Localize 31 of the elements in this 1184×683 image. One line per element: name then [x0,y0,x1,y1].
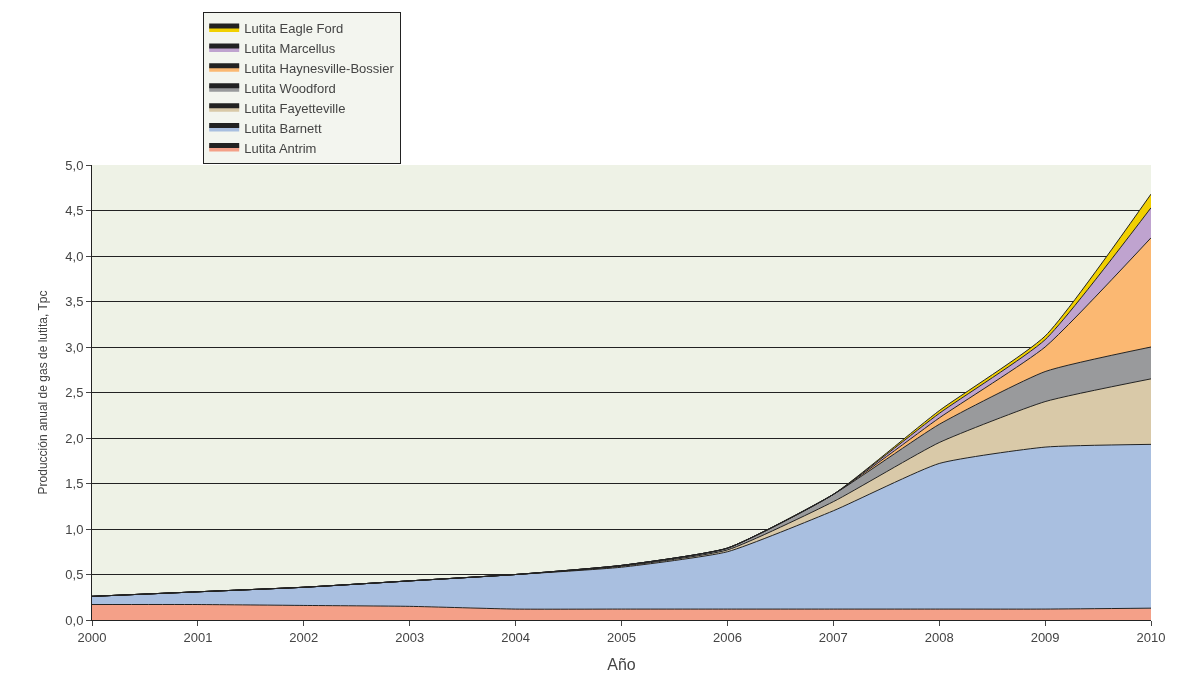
x-tick-label: 2007 [818,629,848,645]
y-tick-label: 5,0 [65,157,84,173]
legend-label: Lutita Woodford [244,80,336,96]
legend-label: Lutita Barnett [244,120,322,136]
x-axis-title: Año [607,656,636,674]
y-tick-label: 2,0 [65,430,84,446]
y-tick-label: 4,0 [65,248,84,264]
legend-label: Lutita Fayetteville [244,100,346,116]
x-tick-label: 2003 [395,629,425,645]
y-tick-label: 4,5 [65,203,84,219]
legend-label: Lutita Marcellus [244,41,336,57]
x-tick-label: 2004 [501,629,531,645]
y-axis-title: Producción anual de gas de lutita, Tpc [35,290,50,495]
legend-label: Lutita Eagle Ford [244,21,344,37]
legend-label: Lutita Haynesville-Bossier [244,60,395,76]
legend-label: Lutita Antrim [244,140,317,156]
x-tick-label: 2000 [77,629,107,645]
y-tick-label: 0,0 [65,612,84,628]
y-tick-label: 3,0 [65,339,84,355]
x-tick-label: 2002 [289,629,319,645]
x-tick-label: 2008 [924,629,954,645]
y-tick-label: 1,5 [65,476,84,492]
y-tick-label: 2,5 [65,385,84,401]
y-tick-label: 3,5 [65,294,84,310]
x-tick-label: 2006 [712,629,742,645]
x-tick-label: 2009 [1030,629,1060,645]
y-tick-label: 0,5 [65,567,84,583]
x-tick-label: 2001 [183,629,213,645]
x-tick-label: 2005 [607,629,636,645]
x-tick-label: 2010 [1136,629,1166,645]
y-tick-label: 1,0 [65,521,84,537]
